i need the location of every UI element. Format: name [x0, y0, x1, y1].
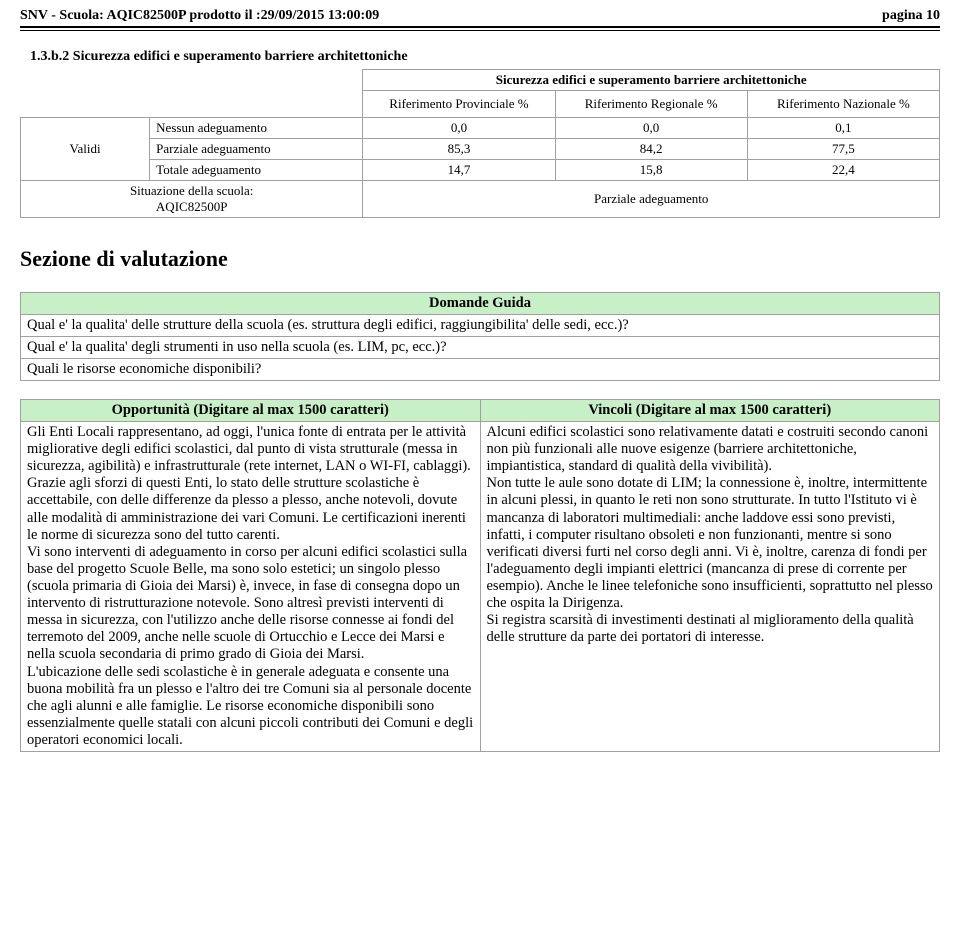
valutazione-heading: Sezione di valutazione	[20, 246, 940, 272]
vincoli-head: Vincoli (Digitare al max 1500 caratteri)	[480, 400, 940, 422]
val-1-3: 77,5	[747, 139, 939, 160]
domande-title: Domande Guida	[21, 293, 940, 315]
metric-0: Nessun adeguamento	[150, 118, 363, 139]
situazione-label-1: Situazione della scuola:	[130, 183, 253, 198]
section-number: 1.3.b.2 Sicurezza edifici e superamento …	[30, 49, 940, 65]
data-table: Sicurezza edifici e superamento barriere…	[20, 69, 940, 218]
opportunita-vincoli-table: Opportunità (Digitare al max 1500 caratt…	[20, 399, 940, 752]
page: SNV - Scuola: AQIC82500P prodotto il :29…	[0, 0, 960, 772]
domande-table: Domande Guida Qual e' la qualita' delle …	[20, 292, 940, 381]
metric-1: Parziale adeguamento	[150, 139, 363, 160]
header-left: SNV - Scuola: AQIC82500P prodotto il :29…	[20, 8, 379, 24]
domanda-1: Qual e' la qualita' delle strutture dell…	[21, 315, 940, 337]
opportunita-head: Opportunità (Digitare al max 1500 caratt…	[21, 400, 481, 422]
header-rule	[20, 30, 940, 31]
val-0-3: 0,1	[747, 118, 939, 139]
val-1-2: 84,2	[555, 139, 747, 160]
situazione-value: Parziale adeguamento	[363, 181, 940, 218]
page-header: SNV - Scuola: AQIC82500P prodotto il :29…	[20, 8, 940, 28]
val-0-2: 0,0	[555, 118, 747, 139]
header-right: pagina 10	[882, 8, 940, 24]
col-regionale: Riferimento Regionale %	[555, 91, 747, 118]
col-provinciale: Riferimento Provinciale %	[363, 91, 555, 118]
domanda-2: Qual e' la qualita' degli strumenti in u…	[21, 337, 940, 359]
val-1-1: 85,3	[363, 139, 555, 160]
col-nazionale: Riferimento Nazionale %	[747, 91, 939, 118]
val-2-2: 15,8	[555, 160, 747, 181]
val-0-1: 0,0	[363, 118, 555, 139]
situazione-label: Situazione della scuola: AQIC82500P	[21, 181, 363, 218]
metric-2: Totale adeguamento	[150, 160, 363, 181]
vincoli-text: Alcuni edifici scolastici sono relativam…	[480, 422, 940, 752]
domanda-3: Quali le risorse economiche disponibili?	[21, 359, 940, 381]
situazione-label-2: AQIC82500P	[156, 199, 228, 214]
table-title: Sicurezza edifici e superamento barriere…	[363, 70, 940, 91]
val-2-3: 22,4	[747, 160, 939, 181]
opportunita-text: Gli Enti Locali rappresentano, ad oggi, …	[21, 422, 481, 752]
validi-label: Validi	[21, 118, 150, 181]
val-2-1: 14,7	[363, 160, 555, 181]
